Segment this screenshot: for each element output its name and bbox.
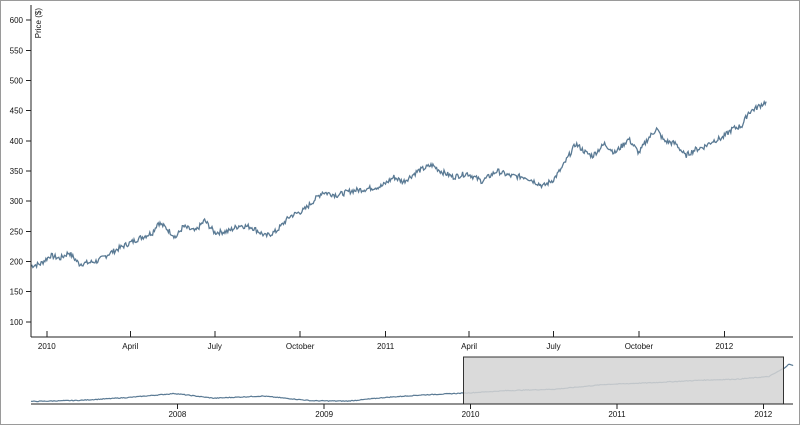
x-tick-label: 2010 (38, 342, 56, 351)
price-series-line (30, 99, 767, 270)
focus-x-axis: 2010 April July October 2011 April July October… (31, 331, 793, 351)
y-tick-label: 250 (10, 227, 24, 236)
y-tick-label: 450 (10, 107, 24, 116)
context-x-tick-label: 2010 (462, 410, 480, 419)
context-x-axis: 2008 2009 2010 2011 2012 (31, 403, 793, 419)
focus-y-axis: Price ($) 100 150 200 250 300 350 400 450 500 550… (10, 5, 43, 337)
x-tick-label: October (286, 342, 315, 351)
focus-chart: 2010 April July October 2011 April July October… (10, 5, 793, 351)
context-x-tick-label: 2008 (168, 410, 186, 419)
context-x-tick-label: 2011 (608, 410, 626, 419)
x-tick-label: July (208, 342, 222, 351)
context-x-tick-label: 2009 (315, 410, 333, 419)
x-tick-label: April (122, 342, 138, 351)
x-tick-label: 2012 (715, 342, 733, 351)
context-x-tick-label: 2012 (754, 410, 772, 419)
y-axis-title: Price ($) (34, 8, 43, 39)
x-tick-label: April (461, 342, 477, 351)
x-tick-label: October (625, 342, 654, 351)
y-tick-label: 400 (10, 137, 24, 146)
y-tick-label: 600 (10, 16, 24, 25)
y-tick-label: 500 (10, 76, 24, 85)
y-tick-label: 350 (10, 167, 24, 176)
y-tick-label: 100 (10, 318, 24, 327)
y-tick-label: 300 (10, 197, 24, 206)
brush-selection[interactable] (463, 356, 784, 405)
y-tick-label: 550 (10, 46, 24, 55)
x-tick-label: 2011 (377, 342, 395, 351)
x-tick-label: July (546, 342, 560, 351)
context-chart: 2008 2009 2010 2011 2012 (30, 356, 794, 419)
y-tick-label: 150 (10, 288, 24, 297)
y-tick-label: 200 (10, 258, 24, 267)
